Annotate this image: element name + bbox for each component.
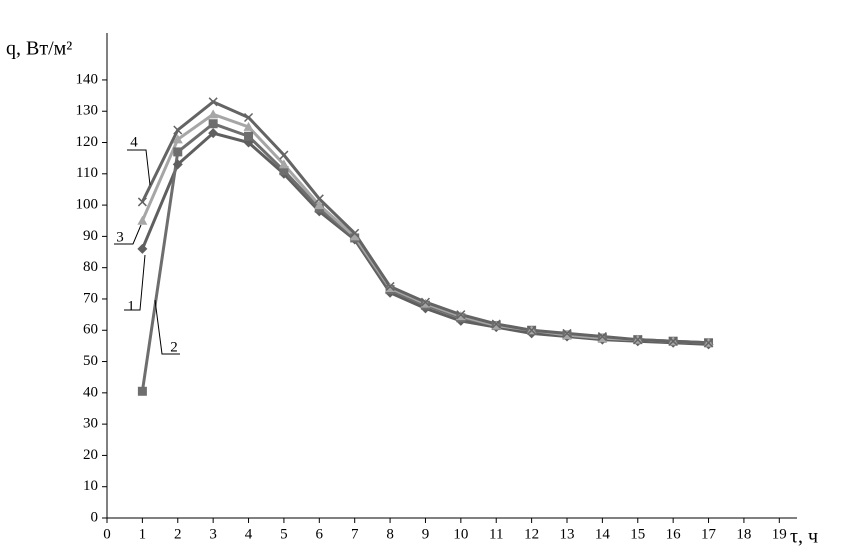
- marker: [456, 310, 466, 320]
- marker: [562, 328, 572, 338]
- x-tick-label: 4: [245, 526, 253, 542]
- marker: [208, 109, 219, 119]
- x-tick-label: 17: [701, 526, 717, 542]
- marker: [314, 194, 324, 204]
- x-tick-label: 15: [630, 526, 645, 542]
- y-tick-label: 140: [76, 71, 99, 87]
- marker: [243, 121, 254, 131]
- x-tick-label: 10: [453, 526, 468, 542]
- marker: [137, 386, 147, 396]
- y-tick-label: 130: [76, 103, 99, 119]
- marker: [278, 159, 289, 169]
- leader-line: [127, 149, 151, 186]
- y-tick-label: 80: [83, 259, 98, 275]
- marker: [350, 228, 360, 238]
- marker: [349, 231, 360, 241]
- marker: [137, 197, 147, 207]
- series-label: 2: [170, 339, 178, 355]
- x-tick-label: 11: [489, 526, 503, 542]
- marker: [527, 325, 537, 335]
- marker: [279, 150, 289, 160]
- x-tick-label: 12: [524, 526, 539, 542]
- y-tick-label: 100: [76, 197, 99, 213]
- marker: [314, 200, 325, 210]
- x-tick-label: 18: [736, 526, 751, 542]
- y-tick-label: 70: [83, 290, 98, 306]
- y-tick-label: 110: [76, 165, 98, 181]
- marker: [208, 97, 218, 107]
- x-tick-label: 19: [772, 526, 787, 542]
- x-tick-label: 13: [560, 526, 575, 542]
- marker: [172, 134, 183, 144]
- leader-line: [154, 299, 180, 355]
- marker: [172, 159, 183, 170]
- marker: [279, 166, 289, 176]
- x-tick-label: 5: [280, 526, 288, 542]
- x-tick-label: 8: [386, 526, 394, 542]
- marker: [668, 336, 678, 346]
- y-tick-label: 40: [83, 384, 98, 400]
- x-tick-label: 0: [103, 526, 111, 542]
- leader-line: [114, 224, 142, 245]
- x-tick-label: 1: [139, 526, 147, 542]
- x-axis-label: τ, ч: [790, 526, 818, 548]
- y-tick-label: 0: [91, 509, 99, 525]
- x-tick-label: 16: [666, 526, 682, 542]
- marker: [597, 331, 607, 342]
- marker: [137, 215, 148, 225]
- marker: [244, 112, 254, 123]
- y-tick-label: 60: [83, 322, 98, 338]
- series-line: [140, 122, 709, 392]
- marker: [208, 119, 218, 129]
- marker: [137, 243, 148, 254]
- y-tick-label: 10: [83, 478, 98, 494]
- series-label: 4: [130, 134, 138, 150]
- x-tick-label: 2: [174, 526, 182, 542]
- y-tick-label: 20: [83, 447, 98, 463]
- series-label: 3: [116, 229, 124, 245]
- marker: [420, 297, 430, 307]
- y-tick-label: 120: [76, 134, 99, 150]
- series-label: 1: [127, 298, 135, 314]
- marker: [208, 128, 219, 139]
- y-axis-label: q, Вт/м²: [6, 38, 72, 60]
- x-tick-label: 3: [209, 526, 217, 542]
- x-tick-label: 7: [351, 526, 359, 542]
- y-tick-label: 30: [83, 416, 98, 432]
- marker: [173, 125, 183, 135]
- x-tick-label: 14: [595, 526, 611, 542]
- y-tick-label: 90: [83, 228, 98, 244]
- marker: [704, 338, 714, 348]
- leader-line: [124, 254, 146, 311]
- marker: [173, 147, 183, 157]
- y-tick-label: 50: [83, 353, 98, 369]
- x-tick-label: 6: [316, 526, 324, 542]
- marker: [491, 319, 501, 329]
- marker: [244, 131, 254, 141]
- marker: [633, 335, 643, 345]
- x-tick-label: 9: [422, 526, 430, 542]
- marker: [385, 281, 395, 291]
